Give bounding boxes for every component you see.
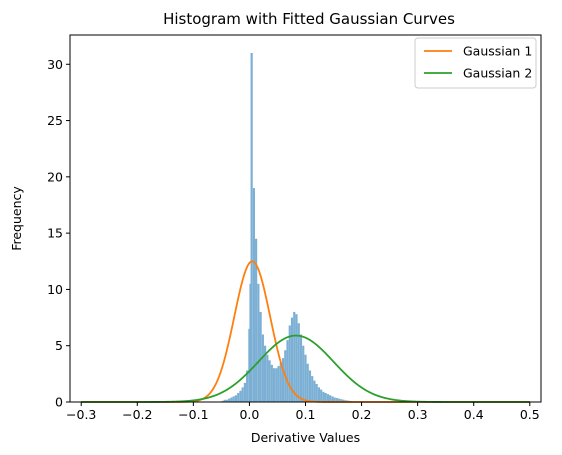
x-tick-label: 0.3 <box>408 407 428 422</box>
x-tick-label: −0.1 <box>178 407 208 422</box>
x-axis-ticks: −0.3 −0.2 −0.1 0.0 0.1 0.2 0.3 0.4 0.5 <box>66 402 540 422</box>
histogram-bar <box>234 395 238 402</box>
x-tick-label: 0.0 <box>239 407 259 422</box>
plot-area <box>70 35 541 402</box>
histogram-bar <box>315 383 318 402</box>
x-tick-label: 0.1 <box>296 407 316 422</box>
y-axis-ticks: 0 5 10 15 20 25 30 <box>47 57 70 410</box>
histogram-bar <box>342 399 345 402</box>
histogram-bar <box>304 354 307 402</box>
histogram-bar <box>252 188 255 402</box>
histogram-bar <box>297 323 300 402</box>
histogram-bar <box>331 396 334 402</box>
histogram-bar <box>313 380 316 402</box>
histogram-bar <box>329 395 332 402</box>
histogram-bar <box>306 363 309 402</box>
histogram-bar <box>255 238 258 402</box>
histogram-bar <box>317 387 321 402</box>
x-tick-label: −0.2 <box>122 407 152 422</box>
y-axis-label: Frequency <box>9 186 24 251</box>
histogram-bar <box>302 345 305 402</box>
histogram-bar <box>290 317 294 402</box>
histogram-bar <box>324 392 327 402</box>
histogram-bar <box>288 325 291 402</box>
histogram-bar <box>272 368 276 402</box>
histogram-bar <box>237 392 240 402</box>
histogram-bar <box>308 370 312 402</box>
histogram-bar <box>264 345 267 402</box>
histogram-bar <box>295 314 298 402</box>
histogram-bar <box>241 387 244 402</box>
histogram-bar <box>333 397 336 402</box>
y-tick-label: 5 <box>55 338 63 353</box>
y-tick-label: 0 <box>55 395 63 410</box>
histogram-bar <box>257 283 260 402</box>
histogram-bar <box>320 389 323 402</box>
histogram-bar <box>225 399 229 402</box>
histogram-bar <box>221 400 224 402</box>
x-tick-label: −0.3 <box>66 407 96 422</box>
x-tick-label: 0.5 <box>520 407 540 422</box>
y-tick-label: 10 <box>47 282 63 297</box>
x-tick-label: 0.2 <box>352 407 372 422</box>
histogram-bar <box>261 334 264 402</box>
histogram-bar <box>326 394 329 402</box>
legend: Gaussian 1 Gaussian 2 <box>414 37 537 89</box>
histogram-bar <box>232 396 235 402</box>
histogram-bar <box>311 376 314 402</box>
histogram-bar <box>299 334 303 402</box>
legend-label-gaussian-2: Gaussian 2 <box>463 66 532 81</box>
y-tick-label: 15 <box>47 226 63 241</box>
y-tick-label: 30 <box>47 57 63 72</box>
histogram-bar <box>279 362 282 402</box>
histogram-bar <box>259 311 262 402</box>
histogram-bar <box>277 365 280 402</box>
histogram-bar <box>249 283 252 402</box>
x-axis-label: Derivative Values <box>251 430 360 445</box>
histogram-bar <box>239 390 242 402</box>
histogram-bar <box>248 328 251 402</box>
histogram-bar <box>293 311 296 402</box>
histogram-bar <box>286 340 289 402</box>
histogram-bar <box>340 399 343 402</box>
legend-label-gaussian-1: Gaussian 1 <box>463 44 532 59</box>
histogram-bar <box>266 354 269 402</box>
histogram-bar <box>250 53 253 402</box>
histogram-bar <box>322 391 325 402</box>
histogram-bar <box>335 398 338 402</box>
histogram-bar <box>268 360 271 402</box>
histogram-bar <box>338 398 341 402</box>
y-tick-label: 20 <box>47 169 63 184</box>
histogram-bar <box>246 370 249 402</box>
histogram-bar <box>230 397 233 402</box>
chart-title: Histogram with Fitted Gaussian Curves <box>163 10 455 28</box>
histogram-bar <box>243 382 247 402</box>
x-tick-label: 0.4 <box>464 407 484 422</box>
histogram-bar <box>270 364 273 402</box>
histogram-bar <box>228 398 231 402</box>
histogram-bar <box>223 399 226 402</box>
y-tick-label: 25 <box>47 113 63 128</box>
histogram-bar <box>281 358 285 402</box>
histogram-bar <box>275 368 278 402</box>
